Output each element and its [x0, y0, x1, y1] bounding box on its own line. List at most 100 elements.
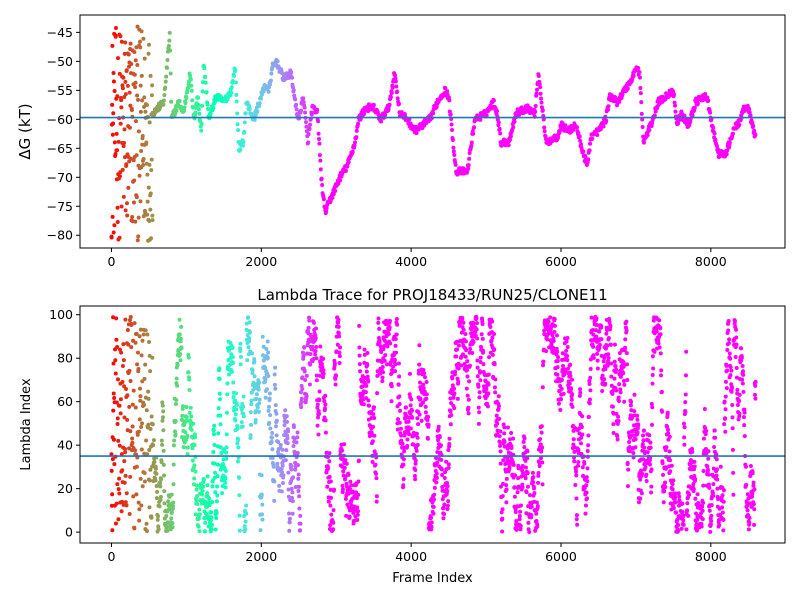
- lambda-point: [340, 448, 345, 453]
- lambda-point: [516, 466, 521, 471]
- deltag-point: [118, 121, 123, 126]
- deltag-point: [703, 91, 708, 96]
- lambda-point: [273, 424, 278, 429]
- lambda-point: [372, 415, 377, 420]
- lambda-point: [706, 472, 711, 477]
- lambda-point: [611, 422, 616, 427]
- deltag-point: [147, 42, 152, 47]
- lambda-x-ticks: 0 2000 4000 6000 8000: [107, 543, 727, 564]
- lambda-point: [110, 457, 115, 462]
- lambda-point: [648, 440, 653, 445]
- lambda-point: [723, 407, 728, 412]
- lambda-point: [684, 527, 689, 532]
- lambda-point: [477, 390, 482, 395]
- lambda-point: [616, 419, 621, 424]
- lambda-point: [290, 511, 295, 516]
- deltag-point: [122, 141, 127, 146]
- lambda-point: [676, 491, 681, 496]
- lambda-point: [218, 397, 223, 402]
- deltag-point: [167, 38, 172, 43]
- deltag-point: [307, 126, 312, 131]
- deltag-point: [114, 131, 119, 136]
- lambda-point: [387, 325, 392, 330]
- lambda-point: [667, 434, 672, 439]
- lambda-point: [466, 411, 471, 416]
- lambda-point: [194, 483, 199, 488]
- deltag-point: [126, 64, 131, 69]
- lambda-point: [682, 435, 687, 440]
- lambda-point: [513, 509, 518, 514]
- lambda-point: [567, 370, 572, 375]
- deltag-point: [750, 120, 755, 125]
- lambda-point: [565, 335, 570, 340]
- lambda-point: [158, 498, 163, 503]
- deltag-point: [205, 106, 210, 111]
- lambda-point: [299, 405, 304, 410]
- lambda-point: [597, 346, 602, 351]
- deltag-point: [371, 102, 376, 107]
- lambda-point: [538, 456, 543, 461]
- deltag-point: [247, 107, 252, 112]
- deltag-point: [189, 88, 194, 93]
- deltag-point: [467, 150, 472, 155]
- lambda-point: [730, 415, 735, 420]
- lambda-point: [394, 316, 399, 321]
- lambda-point: [279, 466, 284, 471]
- lambda-point: [289, 467, 294, 472]
- deltag-panel: 0 2000 4000 6000 8000 −80−75−70−65−60−55−50−…: [16, 14, 786, 269]
- lambda-point: [493, 390, 498, 395]
- lambda-point: [752, 507, 757, 512]
- lambda-point: [280, 480, 285, 485]
- lambda-point: [377, 326, 382, 331]
- lambda-point: [154, 496, 159, 501]
- lambda-point: [356, 479, 361, 484]
- lambda-point: [489, 338, 494, 343]
- lambda-point: [737, 411, 742, 416]
- lambda-point: [327, 474, 332, 479]
- lambda-point: [314, 378, 319, 383]
- deltag-point: [451, 149, 456, 154]
- lambda-point: [123, 317, 128, 322]
- lambda-point: [605, 363, 610, 368]
- lambda-point: [128, 314, 133, 319]
- lambda-point: [396, 361, 401, 366]
- lambda-point: [608, 342, 613, 347]
- lambda-point: [189, 427, 194, 432]
- lambda-point: [149, 414, 154, 419]
- lambda-point: [574, 496, 579, 501]
- lambda-point: [247, 320, 252, 325]
- lambda-point: [127, 368, 132, 373]
- lambda-point: [606, 355, 611, 360]
- lambda-point: [147, 478, 152, 483]
- lambda-point: [526, 520, 531, 525]
- lambda-point: [523, 465, 528, 470]
- lambda-point: [234, 402, 239, 407]
- lambda-point: [399, 433, 404, 438]
- lambda-point: [431, 497, 436, 502]
- lambda-point: [623, 345, 628, 350]
- deltag-axes-frame: [79, 14, 786, 249]
- lambda-point: [580, 432, 585, 437]
- lambda-point: [417, 412, 422, 417]
- lambda-point: [325, 484, 330, 489]
- lambda-point: [175, 383, 180, 388]
- lambda-point: [214, 499, 219, 504]
- lambda-point: [233, 412, 238, 417]
- lambda-point: [418, 380, 423, 385]
- deltag-point: [205, 102, 210, 107]
- lambda-point: [269, 435, 274, 440]
- lambda-point: [317, 389, 322, 394]
- lambda-point: [177, 317, 182, 322]
- lambda-point: [354, 496, 359, 501]
- deltag-point: [414, 131, 419, 136]
- lambda-point: [493, 377, 498, 382]
- deltag-point: [133, 80, 138, 85]
- lambda-point: [558, 397, 563, 402]
- deltag-point: [714, 143, 719, 148]
- lambda-point: [172, 438, 177, 443]
- deltag-point: [650, 121, 655, 126]
- lambda-point: [641, 438, 646, 443]
- deltag-point: [122, 127, 127, 132]
- lambda-point: [512, 494, 517, 499]
- lambda-point: [552, 329, 557, 334]
